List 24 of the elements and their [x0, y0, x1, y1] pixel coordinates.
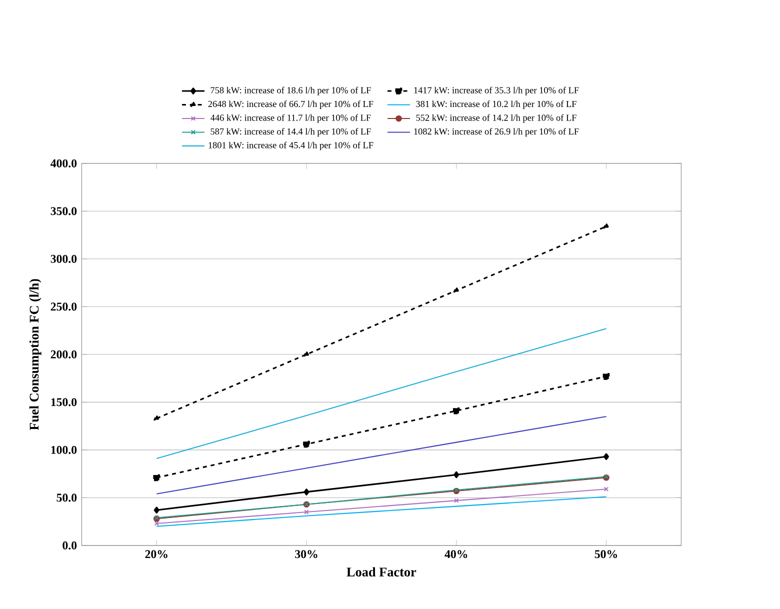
legend-label: 2648 kW: increase of 66.7 l/h per 10% of LF — [208, 100, 374, 110]
legend-label: 587 kW: increase of 14.4 l/h per 10% of LF — [210, 128, 371, 137]
x-axis-title: Load Factor — [346, 567, 416, 577]
x-tick-label: 40% — [444, 550, 468, 558]
legend-label: 1082 kW: increase of 26.9 l/h per 10% of LF — [414, 128, 579, 137]
legend-label: 381 kW: increase of 10.2 l/h per 10% of LF — [416, 100, 576, 110]
y-tick-label: 300.0 — [50, 255, 77, 264]
x-tick-label: 20% — [145, 550, 168, 558]
y-axis-title: Fuel Consumption FC (l/h) — [29, 279, 42, 430]
legend-label: 758 kW: increase of 18.6 l/h per 10% of LF — [210, 86, 371, 96]
y-tick-label: 50.0 — [56, 494, 77, 502]
legend-label: 446 kW: increase of 11.7 l/h per 10% of LF — [210, 114, 371, 123]
y-tick-label: 250.0 — [50, 302, 77, 311]
y-tick-label: 200.0 — [50, 350, 77, 359]
y-tick-label: 150.0 — [51, 398, 77, 406]
y-tick-label: 400.0 — [50, 159, 77, 168]
x-tick-label: 50% — [594, 550, 617, 558]
legend-label: 552 kW: increase of 14.2 l/h per 10% of LF — [416, 114, 576, 123]
y-tick-label: 0.0 — [62, 542, 77, 550]
y-tick-label: 350.0 — [50, 207, 77, 216]
legend-label: 1417 kW: increase of 35.3 l/h per 10% of LF — [414, 86, 579, 96]
legend-label: 1801 kW: increase of 45.4 l/h per 10% of LF — [208, 142, 374, 150]
x-tick-label: 30% — [295, 550, 318, 558]
y-tick-label: 100.0 — [51, 446, 77, 454]
